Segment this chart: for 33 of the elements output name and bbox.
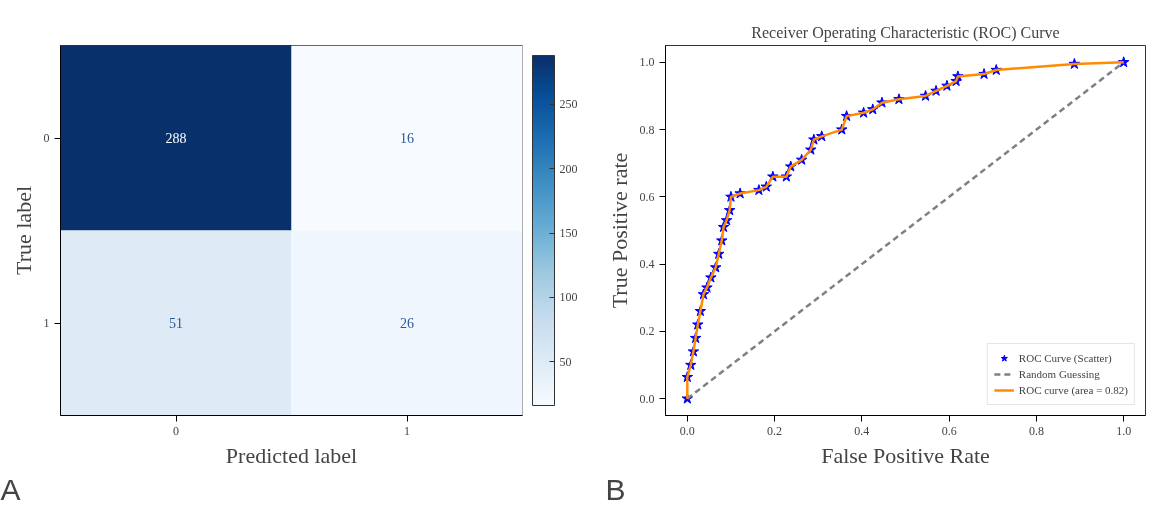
chart-title: Receiver Operating Characteristic (ROC) Curve [751, 23, 1060, 42]
y-axis-title: True Positive rate [606, 152, 632, 309]
x-axis-title: Predicted label [225, 442, 358, 468]
y-tick-label: 0.6 [639, 189, 655, 204]
data-label: 16 [400, 131, 414, 146]
data-label: 51 [169, 316, 183, 331]
color-bar-label: 250 [559, 97, 578, 112]
text: B [605, 472, 626, 506]
y-tick-label: 0.4 [639, 257, 655, 272]
x-tick-label: 0.0 [679, 423, 695, 438]
data-label: 288 [165, 131, 187, 146]
x-axis-title: False Positive Rate [821, 442, 990, 468]
color-bar-label: 50 [559, 354, 572, 369]
x-tick-label: 0 [173, 423, 179, 438]
x-tick-label: 0.8 [1028, 423, 1044, 438]
color-bar-label: 100 [559, 290, 578, 305]
x-tick-label: 0.6 [941, 423, 957, 438]
legend-label: Random Guessing [1018, 367, 1100, 382]
text: A [0, 472, 21, 506]
x-tick-label: 1.0 [1116, 423, 1132, 438]
legend-label: ROC Curve (Scatter) [1018, 351, 1112, 366]
y-axis-title: True label [10, 185, 36, 275]
x-tick-label: 1 [404, 423, 410, 438]
data-label: 26 [400, 316, 414, 331]
y-tick-label: 0.8 [639, 122, 655, 137]
legend-label: ROC curve (area = 0.82) [1018, 383, 1128, 398]
x-tick-label: 0.4 [854, 423, 870, 438]
y-tick-label: 0.0 [639, 391, 655, 406]
x-tick-label: 0.2 [767, 423, 783, 438]
y-tick-label: 0.2 [639, 324, 655, 339]
color-bar-label: 200 [559, 161, 578, 176]
y-tick-label: 1.0 [639, 55, 655, 70]
color-bar-label: 150 [559, 226, 578, 241]
